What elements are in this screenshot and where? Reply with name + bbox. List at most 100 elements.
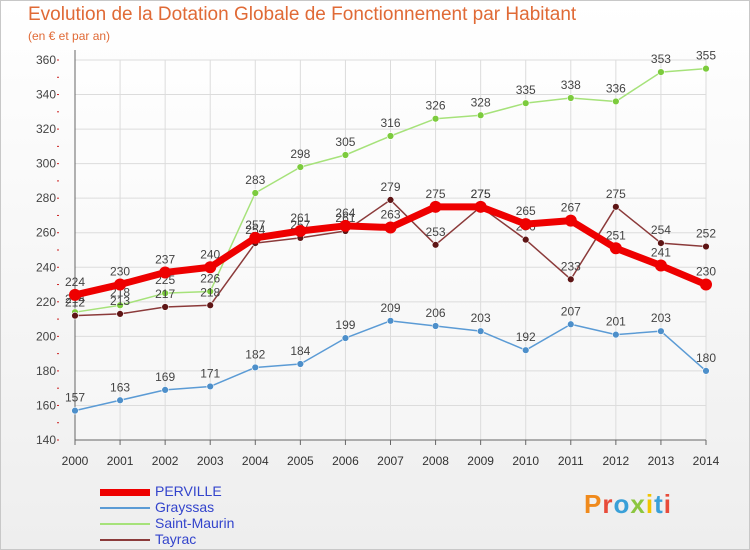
data-point [431, 241, 440, 249]
data-point [341, 334, 350, 342]
data-label: 275 [426, 187, 446, 201]
x-tick-label: 2008 [422, 454, 449, 468]
legend-label: Grayssas [155, 499, 215, 515]
data-point [116, 396, 124, 404]
data-point [702, 64, 710, 73]
data-label: 257 [245, 218, 265, 232]
x-tick-label: 2002 [152, 454, 179, 468]
proxiti-logo: Proxiti [584, 489, 672, 520]
data-label: 203 [651, 311, 671, 325]
y-tick-label: 200 [36, 329, 56, 343]
data-label: 253 [426, 225, 446, 239]
data-label: 206 [426, 306, 446, 320]
data-point [657, 327, 665, 335]
data-point [609, 242, 622, 255]
data-point [702, 367, 710, 375]
x-tick-label: 2014 [693, 454, 720, 468]
data-point [294, 225, 307, 237]
data-point [116, 310, 124, 318]
data-label: 355 [696, 49, 716, 63]
data-point [206, 287, 214, 296]
data-point [71, 311, 79, 320]
data-point [386, 317, 395, 325]
data-point [654, 259, 667, 272]
data-label: 209 [380, 301, 400, 315]
data-label: 338 [561, 78, 581, 92]
data-label: 226 [200, 271, 220, 285]
data-label: 316 [380, 116, 400, 130]
data-point [431, 115, 440, 123]
data-label: 212 [65, 296, 85, 310]
data-point [114, 278, 127, 291]
data-point [612, 330, 620, 339]
data-label: 261 [335, 211, 355, 225]
data-point [204, 261, 217, 274]
data-point [161, 386, 169, 394]
data-label: 254 [651, 223, 671, 237]
data-point [159, 266, 172, 279]
data-label: 207 [561, 304, 581, 318]
logo-char: x [630, 489, 646, 519]
data-label: 224 [65, 275, 85, 289]
data-point [476, 111, 485, 119]
data-label: 305 [335, 135, 355, 149]
data-label: 230 [696, 265, 716, 279]
data-label: 230 [110, 265, 130, 279]
y-tick-label: 220 [36, 295, 56, 309]
data-label: 261 [290, 211, 310, 225]
data-label: 237 [155, 252, 175, 266]
x-tick-label: 2005 [287, 454, 314, 468]
data-label: 157 [65, 391, 85, 405]
y-tick-label: 160 [36, 398, 56, 412]
y-tick-label: 240 [36, 260, 56, 274]
data-label: 171 [200, 366, 220, 380]
data-point [612, 203, 620, 211]
x-tick-label: 2012 [603, 454, 630, 468]
data-point [251, 363, 259, 372]
data-point [206, 301, 214, 309]
data-point [612, 97, 620, 106]
data-label: 241 [651, 246, 671, 260]
data-point [161, 289, 169, 297]
logo-char: r [602, 489, 614, 519]
data-label: 184 [290, 344, 310, 358]
data-point [71, 406, 79, 415]
data-label: 192 [516, 330, 536, 344]
data-point [564, 214, 577, 227]
data-label: 263 [380, 208, 400, 222]
data-point [522, 346, 530, 354]
data-point [567, 94, 575, 102]
data-point [116, 301, 124, 309]
legend-swatch [100, 523, 150, 525]
data-point [69, 288, 81, 301]
chart-title: Evolution de la Dotation Globale de Fonc… [28, 4, 577, 25]
data-label: 169 [155, 370, 175, 384]
data-point [296, 360, 305, 368]
y-tick-label: 340 [36, 88, 56, 102]
data-label: 353 [651, 52, 671, 66]
logo-char: P [584, 489, 603, 519]
x-tick-label: 2009 [467, 454, 494, 468]
data-label: 233 [561, 259, 581, 273]
data-point [386, 196, 395, 204]
data-label: 328 [471, 95, 491, 109]
x-tick-label: 2007 [377, 454, 404, 468]
x-tick-label: 2006 [332, 454, 359, 468]
data-point [476, 327, 485, 335]
legend-label: Saint-Maurin [155, 515, 235, 531]
data-point [567, 320, 575, 328]
data-point [700, 278, 712, 291]
chart-subtitle: (en € et par an) [28, 29, 111, 43]
data-point [251, 189, 259, 197]
legend-label: PERVILLE [155, 483, 222, 499]
data-point [522, 99, 530, 107]
y-tick-label: 260 [36, 226, 56, 240]
data-label: 335 [516, 83, 536, 97]
x-tick-label: 2011 [558, 454, 584, 468]
data-point [431, 322, 440, 330]
data-label: 275 [471, 187, 491, 201]
data-label: 275 [471, 187, 491, 201]
logo-char: i [663, 489, 672, 519]
